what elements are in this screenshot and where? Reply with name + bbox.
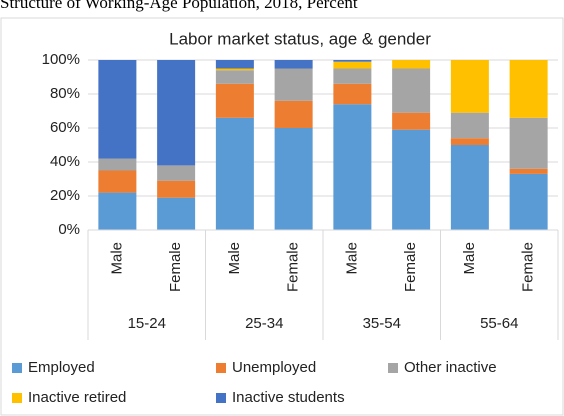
x-tick-label: Male bbox=[343, 242, 360, 275]
y-tick-label: 60% bbox=[50, 119, 80, 136]
legend-swatch bbox=[216, 363, 226, 373]
bar-segment bbox=[98, 170, 137, 193]
bar-segment bbox=[215, 117, 254, 230]
bar-segment bbox=[392, 112, 431, 130]
bar-segment bbox=[215, 60, 254, 69]
bar-segment bbox=[274, 68, 313, 101]
bar-segment bbox=[333, 104, 372, 230]
x-tick-label: Female bbox=[167, 242, 184, 292]
chart-title: Structure of Working-Age Population, 201… bbox=[0, 0, 358, 12]
bar-segment bbox=[509, 168, 548, 174]
bar-segment bbox=[509, 173, 548, 230]
bar-segment bbox=[392, 129, 431, 230]
x-tick-label: Male bbox=[226, 242, 243, 275]
bar-segment bbox=[274, 128, 313, 230]
legend-swatch bbox=[12, 393, 22, 403]
y-tick-label: 40% bbox=[50, 153, 80, 170]
group-label: 15-24 bbox=[128, 315, 166, 332]
bar-segment bbox=[333, 68, 372, 84]
bar-segment bbox=[157, 165, 196, 181]
x-tick-label: Male bbox=[108, 242, 125, 275]
x-tick-label: Female bbox=[402, 242, 419, 292]
legend-label: Inactive students bbox=[232, 389, 345, 406]
legend-label: Other inactive bbox=[404, 359, 497, 376]
bar-segment bbox=[98, 192, 137, 230]
bar-segment bbox=[509, 60, 548, 118]
x-tick-label: Male bbox=[461, 242, 478, 275]
bar-segment bbox=[509, 117, 548, 169]
y-tick-label: 100% bbox=[42, 51, 80, 68]
bar-segment bbox=[392, 60, 431, 69]
y-tick-label: 80% bbox=[50, 85, 80, 102]
bar-segment bbox=[215, 70, 254, 84]
y-tick-label: 0% bbox=[58, 221, 80, 238]
bar-segment bbox=[215, 68, 254, 71]
group-label: 55-64 bbox=[480, 315, 518, 332]
bar-segment bbox=[450, 145, 489, 230]
bar-segment bbox=[333, 60, 372, 62]
bar-segment bbox=[450, 138, 489, 145]
legend-swatch bbox=[216, 393, 226, 403]
bar-segment bbox=[157, 197, 196, 230]
bar-segment bbox=[450, 60, 489, 113]
bar-segment bbox=[157, 180, 196, 198]
bar-segment bbox=[392, 68, 431, 113]
legend-label: Employed bbox=[28, 359, 95, 376]
x-tick-label: Female bbox=[520, 242, 537, 292]
bar-segment bbox=[274, 60, 313, 69]
bar-segment bbox=[98, 158, 137, 171]
legend-swatch bbox=[388, 363, 398, 373]
legend-label: Inactive retired bbox=[28, 389, 126, 406]
group-label: 25-34 bbox=[245, 315, 283, 332]
y-tick-label: 20% bbox=[50, 187, 80, 204]
x-tick-label: Female bbox=[285, 242, 302, 292]
group-label: 35-54 bbox=[363, 315, 401, 332]
legend-swatch bbox=[12, 363, 22, 373]
bar-segment bbox=[333, 83, 372, 105]
chart-subtitle: Labor market status, age & gender bbox=[169, 29, 431, 48]
legend-label: Unemployed bbox=[232, 359, 316, 376]
bar-segment bbox=[450, 112, 489, 139]
bar-segment bbox=[333, 61, 372, 69]
bar-segment bbox=[98, 60, 137, 159]
bar-segment bbox=[274, 100, 313, 128]
chart-frame bbox=[0, 17, 564, 416]
bar-segment bbox=[215, 83, 254, 118]
bar-segment bbox=[157, 60, 196, 166]
